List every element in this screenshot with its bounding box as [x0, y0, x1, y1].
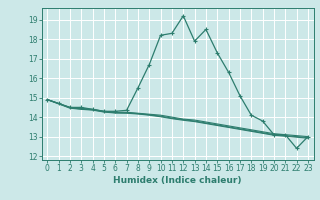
X-axis label: Humidex (Indice chaleur): Humidex (Indice chaleur): [113, 176, 242, 185]
